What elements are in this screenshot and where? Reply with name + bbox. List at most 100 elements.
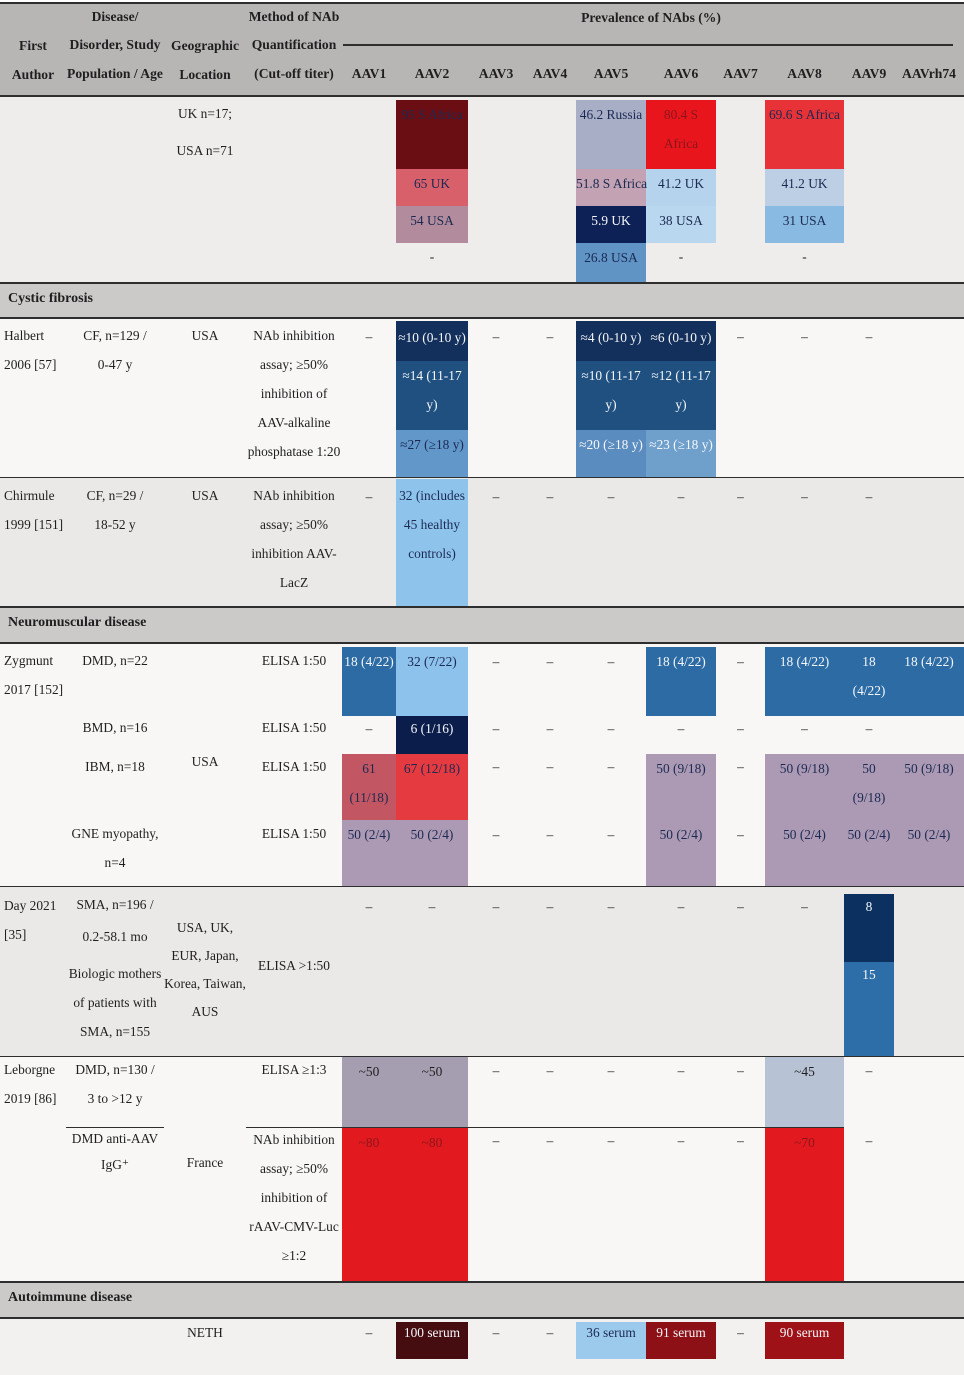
- no-data-dash-AAV5-row-leborgne: –: [576, 1131, 646, 1151]
- disease-text-row-zygmunt: DMD, n=22: [56, 646, 174, 675]
- col-header-AAV6-line: AAV6: [663, 66, 699, 81]
- value-cell-AAV2-row-continued: [396, 169, 468, 206]
- method-text-row-zygmunt: ELISA 1:50: [236, 713, 352, 742]
- value-text-AAV2-row-halbert: ≈27 (≥18 y): [396, 430, 468, 459]
- value-text-AAVrh74-row-zygmunt-line: 18 (4/22): [904, 653, 954, 669]
- disease-text-row-chirmule-line: 18-52 y: [94, 516, 136, 532]
- value-text-AAV6-row-zygmunt: 50 (9/18): [646, 754, 716, 783]
- value-text-AAV6-row-halbert-line: y): [675, 396, 687, 412]
- value-cell-AAV8-AAVrh74-row-zygmunt: [765, 820, 964, 886]
- value-text-AAV8-row-last: 90 serum: [765, 1318, 844, 1347]
- method-text-row-zygmunt: ELISA 1:50: [236, 819, 352, 848]
- col-header-AAV8: AAV8: [765, 63, 844, 85]
- geo-text-row-day-line: AUS: [191, 1004, 219, 1019]
- author-text-row-chirmule-line: 1999 [151]: [4, 516, 64, 532]
- no-data-dash-AAV4-row-leborgne: –: [524, 1061, 576, 1081]
- value-text-AAV1-row-leborgne: ~80: [342, 1128, 396, 1157]
- value-text-AAV1-row-zygmunt-line: (11/18): [349, 789, 389, 805]
- no-data-dash-AAV4-row-zygmunt-line: –: [546, 827, 554, 842]
- no-data-dash-AAV5-row-leborgne: –: [576, 1061, 646, 1081]
- value-text-AAV5-row-continued-line: 26.8 USA: [584, 249, 638, 265]
- method-text-row-chirmule-line: assay; ≥50%: [260, 516, 328, 532]
- value-text-AAV2-row-halbert: ≈14 (11-17 y): [396, 361, 468, 419]
- method-text-row-chirmule-line: LacZ: [279, 574, 309, 590]
- no-data-dash-AAV4-row-day-line: –: [546, 899, 554, 914]
- no-data-dash-AAV5-row-zygmunt-line: –: [607, 827, 615, 842]
- value-cell-AAV2-row-zygmunt: [396, 647, 468, 716]
- no-data-dash-AAV6-row-continued: -: [646, 247, 716, 267]
- rule-line-7: [0, 886, 964, 888]
- rule-line-1: [0, 95, 964, 97]
- no-data-dash-AAV1-row-halbert: –: [342, 327, 396, 347]
- no-data-dash-AAV9-row-leborgne: –: [844, 1061, 894, 1081]
- no-data-dash-AAV4-row-chirmule: –: [524, 487, 576, 507]
- value-text-AAV2-row-last: 100 serum: [396, 1318, 468, 1347]
- value-text-AAV1-row-zygmunt-line: 50 (2/4): [347, 826, 391, 842]
- author-text-row-halbert: Halbert 2006 [57]: [4, 321, 170, 379]
- geo-text-row-continued: UK n=17; USA n=71: [156, 95, 254, 169]
- value-text-AAVrh74-row-zygmunt-line: 50 (9/18): [904, 760, 954, 776]
- value-text-AAV9-row-day-line: 8: [865, 898, 873, 914]
- no-data-dash-AAV7-row-leborgne: –: [716, 1131, 765, 1151]
- no-data-dash-AAV9-row-leborgne-line: –: [865, 1063, 873, 1078]
- col-header-AAVrh74-line: AAVrh74: [902, 66, 956, 81]
- no-data-dash-AAV4-row-zygmunt-line: –: [546, 721, 554, 736]
- value-text-AAV6-row-last-line: 91 serum: [656, 1324, 706, 1340]
- method-text-row-halbert-line: phosphatase 1:20: [247, 443, 341, 459]
- rule-line-12: [246, 1127, 844, 1129]
- value-text-AAV2-row-zygmunt-line: 6 (1/16): [410, 720, 454, 736]
- disease-text-row-zygmunt-line: IBM, n=18: [85, 758, 145, 774]
- value-text-AAV6-row-halbert-line: ≈12 (11-17: [651, 367, 711, 383]
- value-cell-AAV8-AAVrh74-row-zygmunt: [765, 647, 964, 716]
- value-text-AAV6-row-continued: 80.4 S Africa: [646, 100, 716, 158]
- geo-text-row-last-line: NETH: [187, 1324, 223, 1340]
- no-data-dash-AAV9-row-zygmunt: –: [844, 719, 894, 739]
- rule-line-8: [0, 1056, 964, 1058]
- no-data-dash-AAV3-row-day-line: –: [492, 899, 500, 914]
- no-data-dash-AAV6-row-leborgne: –: [646, 1061, 716, 1081]
- value-text-AAV8-row-leborgne: ~70: [765, 1128, 844, 1157]
- value-text-AAV2-row-zygmunt: 6 (1/16): [396, 714, 468, 743]
- value-text-AAV1-row-zygmunt: 50 (2/4): [342, 820, 396, 849]
- no-data-dash-AAV6-row-zygmunt: –: [646, 719, 716, 739]
- value-text-AAV8-row-continued: 41.2 UK: [765, 169, 844, 198]
- value-text-AAV2-row-zygmunt: 32 (7/22): [396, 647, 468, 676]
- row-halbert-bg: [0, 319, 964, 477]
- value-cell-AAV2-row-last: [396, 1322, 468, 1359]
- no-data-dash-AAV8-row-continued: -: [765, 247, 844, 267]
- disease-text-row-day-line: SMA, n=155: [79, 1023, 151, 1039]
- value-cell-AAV8-row-continued: [765, 169, 844, 206]
- value-text-AAV5-row-continued-line: 51.8 S Africa: [576, 175, 648, 191]
- method-text-row-leborgne-line: rAAV-CMV-Luc: [249, 1218, 339, 1234]
- value-text-AAV6-row-halbert-line: ≈23 (≥18 y): [649, 436, 713, 452]
- col-header-disease-line: Disorder, Study: [69, 37, 161, 53]
- disease-text-row-leborgne-line: 3 to >12 y: [87, 1090, 143, 1106]
- no-data-dash-AAV5-row-chirmule: –: [576, 487, 646, 507]
- no-data-dash-AAV2-row-continued: -: [396, 247, 468, 267]
- no-data-dash-AAV6-row-leborgne-line: –: [677, 1133, 685, 1148]
- value-cell-AAV9-row-day: [844, 962, 894, 1056]
- no-data-dash-AAV4-row-leborgne: –: [524, 1131, 576, 1151]
- no-data-dash-AAV1-row-halbert-line: –: [365, 329, 373, 344]
- value-text-AAV8-row-leborgne-line: ~45: [794, 1063, 815, 1079]
- no-data-dash-AAV4-row-last: –: [524, 1323, 576, 1343]
- no-data-dash-AAV3-row-leborgne: –: [468, 1131, 524, 1151]
- col-header-AAV9: AAV9: [844, 63, 894, 85]
- value-text-AAV2-row-continued-line: 65 UK: [413, 175, 451, 191]
- rule-line-3: [0, 317, 964, 319]
- section-title-section-autoimmune: Autoimmune disease: [8, 1287, 420, 1309]
- rule-line-2: [0, 282, 964, 284]
- value-text-AAV1-row-zygmunt-line: 61: [362, 760, 376, 776]
- no-data-dash-AAV1-row-chirmule-line: –: [365, 489, 373, 504]
- value-text-AAVrh74-row-zygmunt: 18 (4/22): [894, 647, 964, 676]
- no-data-dash-AAV6-row-day: –: [646, 897, 716, 917]
- value-cell-AAV1-AAV2-row-leborgne: [342, 1057, 468, 1127]
- value-cell-AAV6-row-last: [646, 1322, 716, 1359]
- value-text-AAV1-row-leborgne-line: ~50: [358, 1063, 380, 1079]
- prevalence-group-rule: [343, 44, 953, 46]
- value-cell-AAV6-row-zygmunt: [646, 820, 716, 886]
- no-data-dash-AAV3-row-zygmunt: –: [468, 825, 524, 845]
- disease-text-row-zygmunt: BMD, n=16: [56, 713, 174, 742]
- no-data-dash-AAV4-row-halbert-line: –: [546, 329, 554, 344]
- value-cell-AAV5-row-halbert: [576, 321, 646, 361]
